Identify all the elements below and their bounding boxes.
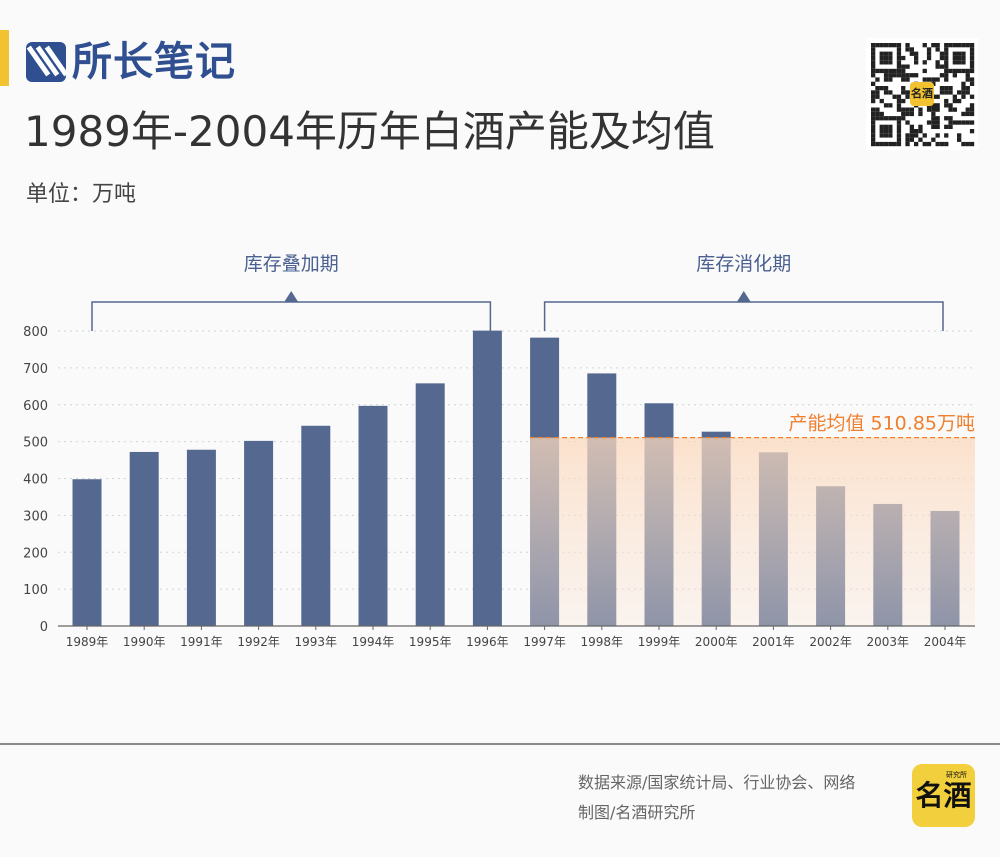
source-text: 数据来源/国家统计局、行业协会、网络 制图/名酒研究所	[578, 768, 855, 828]
y-tick-label: 0	[40, 620, 48, 635]
y-tick-label: 400	[23, 473, 48, 488]
x-tick-label: 1991年	[180, 635, 223, 649]
x-tick-label: 2001年	[752, 635, 795, 649]
x-tick-label: 1992年	[237, 635, 280, 649]
x-tick-label: 1995年	[409, 635, 452, 649]
period-label: 库存叠加期	[244, 253, 339, 275]
x-tick-label: 2002年	[809, 635, 852, 649]
mingjiu-logo: 名酒 研究所	[912, 764, 975, 827]
bracket-triangle-icon	[284, 291, 299, 302]
x-tick-label: 1989年	[66, 635, 109, 649]
bar-1996年	[472, 330, 502, 626]
y-tick-label: 700	[23, 362, 48, 377]
period-label: 库存消化期	[696, 253, 791, 275]
bar-1990年	[129, 451, 159, 626]
bracket-triangle-icon	[736, 291, 751, 302]
y-tick-label: 800	[23, 325, 48, 340]
x-tick-label: 1993年	[295, 635, 338, 649]
bar-chart: 0 100 200 300 400 500 600 700 800 产能均值 510.85万吨 19…	[23, 253, 975, 649]
x-tick-label: 2004年	[924, 635, 967, 649]
bar-1991年	[186, 449, 216, 626]
y-tick-label: 200	[23, 546, 48, 561]
logo-text: 所长笔记	[72, 39, 236, 85]
period-bracket	[543, 301, 944, 331]
page-title: 1989年-2004年历年白酒产能及均值	[24, 107, 715, 156]
data-source: 数据来源/国家统计局、行业协会、网络	[578, 773, 856, 792]
y-tick-label: 100	[23, 583, 48, 598]
x-tick-label: 1998年	[581, 635, 624, 649]
average-label: 产能均值 510.85万吨	[788, 413, 975, 435]
bar-1992年	[244, 440, 274, 626]
bar-1989年	[72, 479, 102, 626]
logo-mark-icon	[26, 42, 66, 82]
x-tick-label: 1999年	[638, 635, 681, 649]
y-tick-label: 300	[23, 509, 48, 524]
x-tick-label: 1994年	[352, 635, 395, 649]
x-tick-label: 1997年	[523, 635, 566, 649]
y-tick-label: 500	[23, 436, 48, 451]
qr-code-icon: 名酒	[866, 38, 978, 150]
qr-badge: 名酒	[910, 82, 934, 106]
footer-divider	[0, 743, 1000, 745]
x-tick-label: 2000年	[695, 635, 738, 649]
x-tick-label: 1990年	[123, 635, 166, 649]
y-tick-label: 600	[23, 399, 48, 414]
accent-bar	[0, 30, 9, 86]
made-by: 制图/名酒研究所	[578, 803, 696, 822]
x-tick-label: 2003年	[867, 635, 910, 649]
x-tick-label: 1996年	[466, 635, 509, 649]
bar-1994年	[358, 405, 388, 626]
average-shaded-area	[530, 437, 975, 626]
period-bracket	[91, 301, 492, 331]
bar-1993年	[301, 425, 331, 626]
brand-logo: 所长笔记	[26, 40, 236, 84]
unit-label: 单位：万吨	[26, 182, 137, 207]
bar-1995年	[415, 383, 445, 626]
